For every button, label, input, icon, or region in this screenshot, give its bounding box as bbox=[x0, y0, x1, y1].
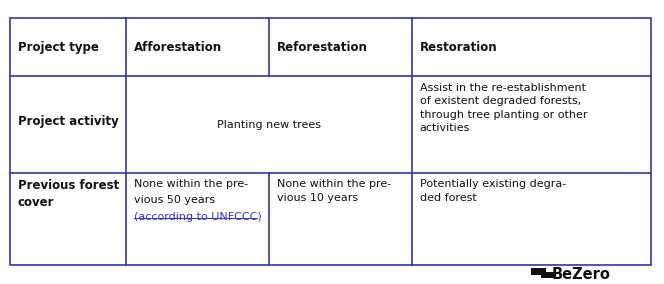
Text: Assist in the re-establishment
of existent degraded forests,
through tree planti: Assist in the re-establishment of existe… bbox=[420, 83, 587, 133]
Text: Project type: Project type bbox=[18, 41, 99, 54]
Text: Reforestation: Reforestation bbox=[277, 41, 368, 54]
Text: Previous forest
cover: Previous forest cover bbox=[18, 179, 119, 209]
Bar bbox=[540, 272, 555, 278]
Text: None within the pre-: None within the pre- bbox=[134, 179, 248, 189]
Text: Restoration: Restoration bbox=[420, 41, 497, 54]
Text: Project activity: Project activity bbox=[18, 115, 119, 128]
Text: Planting new trees: Planting new trees bbox=[217, 120, 321, 130]
Text: Afforestation: Afforestation bbox=[134, 41, 222, 54]
Text: vious 50 years: vious 50 years bbox=[134, 195, 215, 205]
Bar bbox=[10, 18, 651, 265]
Text: BeZero: BeZero bbox=[552, 267, 610, 282]
Text: None within the pre-
vious 10 years: None within the pre- vious 10 years bbox=[277, 179, 391, 202]
Bar bbox=[531, 268, 546, 275]
Text: Potentially existing degra-
ded forest: Potentially existing degra- ded forest bbox=[420, 179, 566, 202]
Bar bbox=[266, 77, 272, 172]
Text: (according to UNFCCC): (according to UNFCCC) bbox=[134, 212, 262, 222]
